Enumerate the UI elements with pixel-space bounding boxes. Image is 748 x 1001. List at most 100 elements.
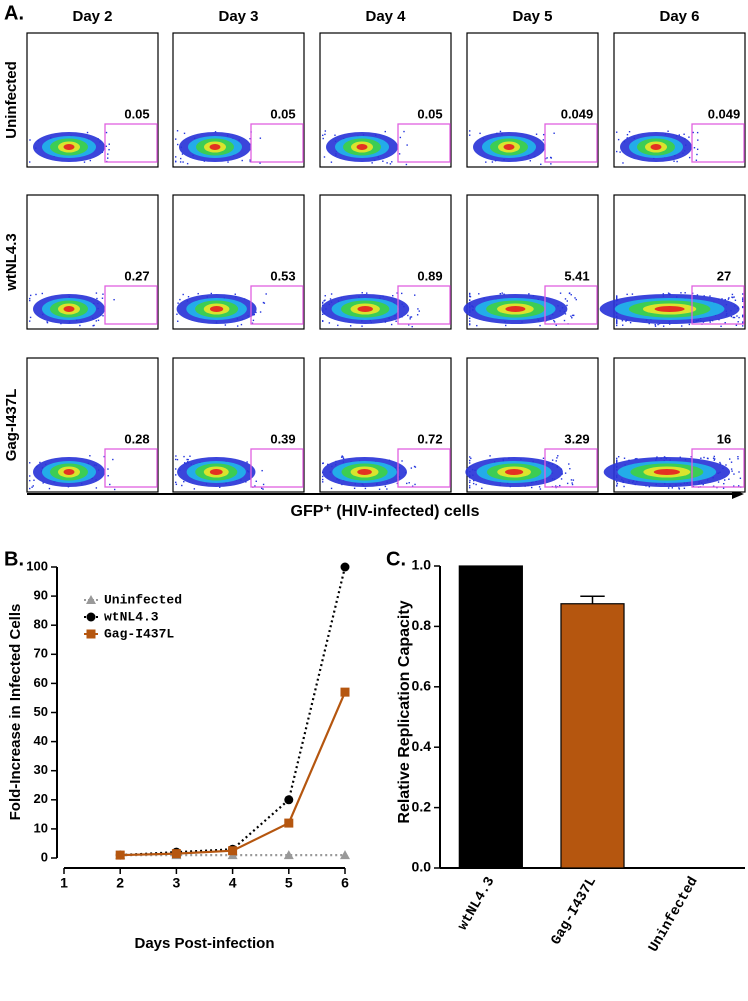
event-dot — [616, 485, 618, 487]
density-plot — [599, 292, 744, 328]
event-dot — [175, 458, 177, 461]
event-dot — [616, 296, 618, 298]
event-dot — [176, 130, 179, 132]
event-dot — [693, 147, 696, 149]
event-dot — [182, 293, 184, 296]
event-dot — [469, 486, 471, 489]
event-dot — [186, 458, 188, 461]
event-dot — [623, 457, 626, 459]
y-tick-label: 60 — [34, 675, 48, 690]
event-dot — [322, 478, 324, 481]
event-dot — [616, 481, 618, 483]
gate — [397, 448, 451, 488]
event-dot — [628, 131, 631, 133]
event-dot — [219, 486, 221, 488]
event-dot — [327, 463, 329, 466]
event-dot — [571, 483, 574, 486]
event-dot — [262, 301, 265, 304]
gate-percent: 0.05 — [417, 106, 442, 121]
event-dot — [414, 294, 416, 296]
event-dot — [554, 485, 557, 487]
density-level — [654, 306, 685, 312]
gate — [544, 448, 598, 488]
x-axis-label: Days Post-infection — [134, 935, 274, 952]
y-tick-label: 10 — [34, 820, 48, 835]
event-dot — [616, 150, 618, 153]
event-dot — [175, 483, 178, 486]
event-dot — [364, 487, 367, 490]
legend-marker — [86, 629, 96, 639]
x-tick-label: 4 — [229, 875, 237, 891]
event-dot — [361, 292, 363, 294]
event-dot — [260, 487, 263, 490]
event-dot — [501, 292, 503, 294]
event-dot — [667, 130, 669, 132]
event-dot — [330, 293, 333, 295]
x-tick-label: 1 — [60, 875, 68, 891]
density-level — [503, 144, 515, 150]
density-level — [356, 144, 368, 150]
event-dot — [728, 478, 730, 480]
event-dot — [542, 139, 545, 141]
event-dot — [678, 487, 680, 489]
gate-percent: 0.27 — [124, 268, 149, 283]
x-tick-label: 6 — [341, 875, 349, 891]
event-dot — [96, 297, 98, 300]
event-dot — [413, 465, 416, 468]
event-dot — [469, 479, 471, 482]
event-dot — [249, 159, 251, 161]
event-dot — [262, 488, 264, 490]
event-dot — [542, 133, 545, 136]
event-dot — [499, 293, 502, 295]
event-dot — [392, 294, 394, 297]
x-tick-label: Uninfected — [646, 874, 702, 955]
event-dot — [553, 321, 556, 323]
event-dot — [35, 293, 37, 296]
event-dot — [742, 298, 744, 301]
event-dot — [688, 136, 690, 138]
event-dot — [401, 460, 403, 462]
event-dot — [472, 482, 475, 485]
event-dot — [616, 319, 618, 321]
gate — [104, 123, 158, 163]
density-plot — [616, 130, 699, 164]
event-dot — [735, 324, 738, 327]
event-dot — [737, 485, 740, 487]
event-dot — [29, 487, 31, 490]
event-dot — [617, 456, 620, 458]
event-dot — [569, 467, 571, 470]
gate-percent: 0.72 — [417, 431, 442, 446]
event-dot — [210, 292, 213, 295]
event-dot — [176, 458, 179, 461]
event-dot — [616, 321, 618, 323]
event-dot — [713, 455, 716, 458]
event-dot — [616, 460, 618, 463]
event-dot — [727, 298, 730, 300]
row-label: Gag-I437L — [3, 389, 20, 462]
event-dot — [259, 311, 262, 313]
event-dot — [105, 131, 108, 134]
event-dot — [89, 159, 92, 162]
event-dot — [330, 487, 333, 490]
event-dot — [107, 157, 109, 159]
event-dot — [634, 458, 637, 460]
event-dot — [214, 131, 217, 133]
event-dot — [97, 319, 100, 322]
event-dot — [33, 479, 35, 481]
event-dot — [403, 130, 405, 133]
event-dot — [175, 156, 177, 158]
legend-marker — [86, 612, 96, 622]
event-dot — [555, 460, 557, 462]
event-dot — [739, 477, 742, 479]
density-level — [357, 306, 373, 312]
event-dot — [736, 315, 738, 317]
event-dot — [32, 485, 34, 487]
gate-percent: 0.39 — [270, 431, 295, 446]
event-dot — [572, 314, 574, 317]
event-dot — [95, 487, 98, 489]
density-level — [209, 306, 224, 312]
event-dot — [491, 161, 494, 163]
y-tick-label: 0.0 — [412, 859, 432, 875]
event-dot — [616, 295, 618, 297]
event-dot — [557, 455, 559, 457]
